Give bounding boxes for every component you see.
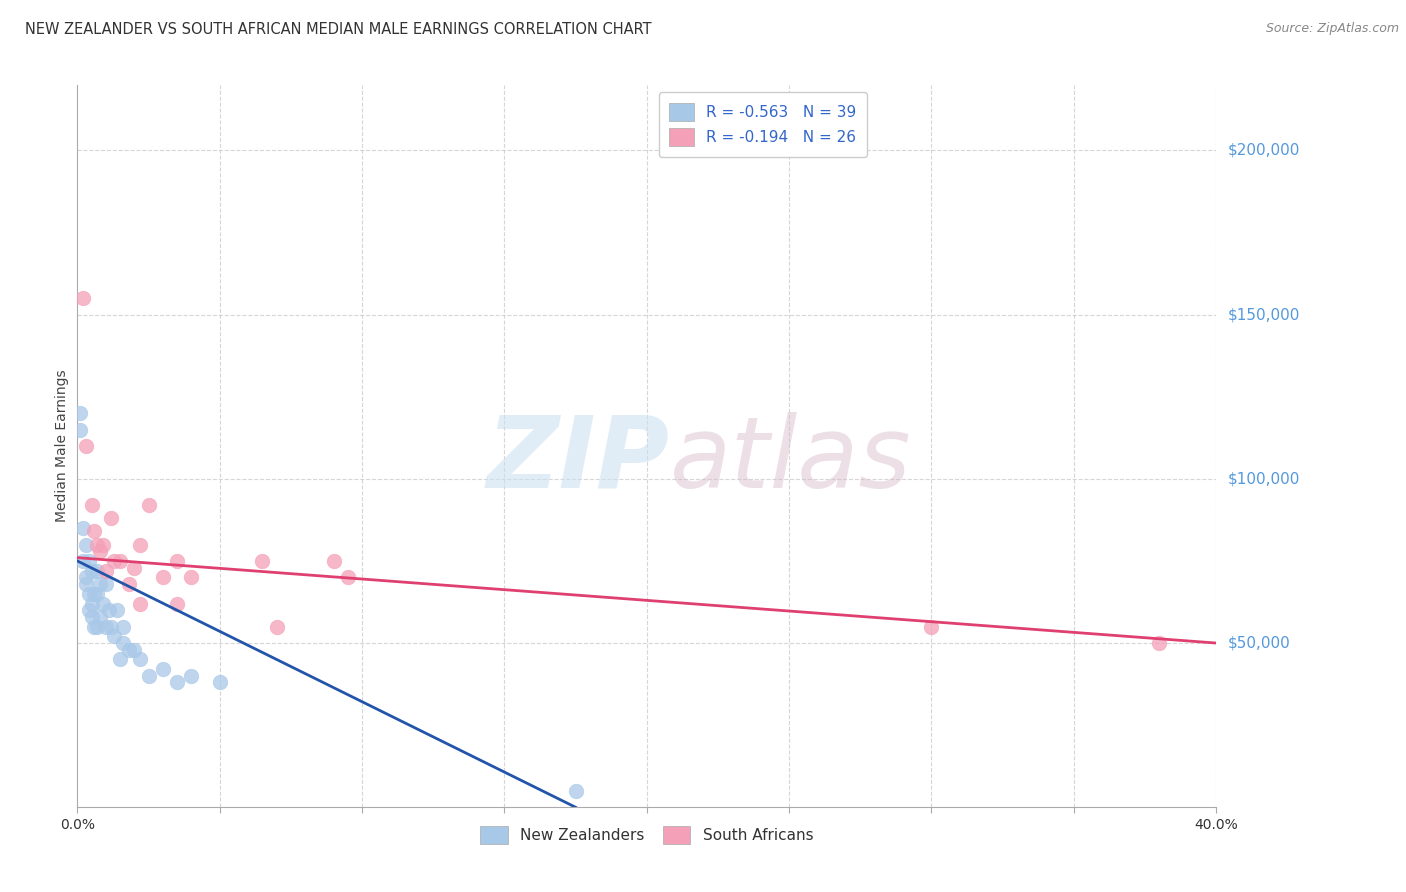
Point xyxy=(94,619,117,633)
Point xyxy=(83,587,105,601)
Point xyxy=(252,554,274,568)
Point xyxy=(124,560,146,574)
Point xyxy=(100,511,122,525)
Point xyxy=(69,406,91,420)
Point xyxy=(77,554,100,568)
Point xyxy=(322,554,344,568)
Point xyxy=(77,587,100,601)
Point xyxy=(86,587,108,601)
Point xyxy=(180,570,202,584)
Point xyxy=(86,619,108,633)
Point xyxy=(108,652,131,666)
Point xyxy=(166,675,188,690)
Point xyxy=(103,630,125,644)
Text: $200,000: $200,000 xyxy=(1227,143,1299,158)
Point xyxy=(86,537,108,551)
Point xyxy=(77,603,100,617)
Point xyxy=(208,675,231,690)
Point xyxy=(72,291,94,305)
Point xyxy=(89,577,111,591)
Point xyxy=(152,662,174,676)
Point xyxy=(129,537,152,551)
Point xyxy=(336,570,359,584)
Point xyxy=(80,609,103,624)
Point xyxy=(72,521,94,535)
Point xyxy=(94,577,117,591)
Point xyxy=(83,619,105,633)
Text: $50,000: $50,000 xyxy=(1227,636,1291,650)
Point xyxy=(117,642,139,657)
Point xyxy=(80,597,103,611)
Y-axis label: Median Male Earnings: Median Male Earnings xyxy=(55,369,69,523)
Point xyxy=(111,619,134,633)
Point xyxy=(152,570,174,584)
Point xyxy=(266,619,288,633)
Point xyxy=(89,544,111,558)
Point xyxy=(117,577,139,591)
Point xyxy=(89,609,111,624)
Point xyxy=(80,564,103,578)
Point xyxy=(564,784,586,798)
Text: $150,000: $150,000 xyxy=(1227,307,1299,322)
Point xyxy=(103,554,125,568)
Point xyxy=(108,554,131,568)
Text: ZIP: ZIP xyxy=(486,412,669,509)
Point xyxy=(180,669,202,683)
Point xyxy=(75,577,97,591)
Point xyxy=(129,652,152,666)
Point xyxy=(75,439,97,453)
Point xyxy=(100,619,122,633)
Point xyxy=(166,597,188,611)
Point xyxy=(75,537,97,551)
Point xyxy=(1149,636,1171,650)
Text: Source: ZipAtlas.com: Source: ZipAtlas.com xyxy=(1265,22,1399,36)
Point xyxy=(69,423,91,437)
Point xyxy=(75,570,97,584)
Point xyxy=(94,564,117,578)
Text: NEW ZEALANDER VS SOUTH AFRICAN MEDIAN MALE EARNINGS CORRELATION CHART: NEW ZEALANDER VS SOUTH AFRICAN MEDIAN MA… xyxy=(25,22,652,37)
Point xyxy=(124,642,146,657)
Text: $100,000: $100,000 xyxy=(1227,471,1299,486)
Point xyxy=(921,619,943,633)
Legend: New Zealanders, South Africans: New Zealanders, South Africans xyxy=(474,821,820,850)
Point xyxy=(111,636,134,650)
Point xyxy=(86,564,108,578)
Point xyxy=(97,603,120,617)
Point xyxy=(80,498,103,512)
Point xyxy=(166,554,188,568)
Point xyxy=(129,597,152,611)
Text: atlas: atlas xyxy=(669,412,911,509)
Point xyxy=(138,498,160,512)
Point xyxy=(105,603,128,617)
Point xyxy=(91,597,114,611)
Point xyxy=(138,669,160,683)
Point xyxy=(83,524,105,539)
Point xyxy=(91,537,114,551)
Point xyxy=(72,554,94,568)
